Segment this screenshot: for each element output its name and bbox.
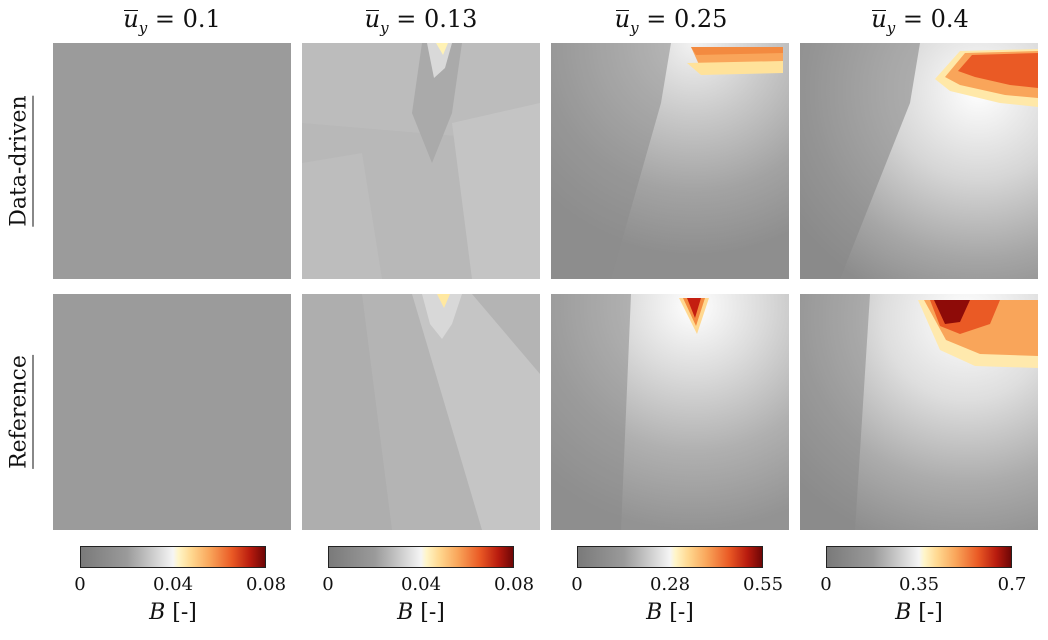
colorbar-4-tick-mid: 0.35 [898, 574, 940, 595]
colorbar-4 [826, 546, 1012, 568]
colorbar-3-tick-min: 0 [571, 574, 583, 595]
row-label-data-driven: Data-driven [6, 95, 34, 227]
panel-reference-0.13 [302, 294, 540, 530]
panel-data-driven-0.1 [53, 43, 291, 279]
column-title-3: uy = 0.25 [571, 4, 771, 45]
colorbar-4-label: B [-] [895, 600, 943, 625]
colorbar-3 [577, 546, 763, 568]
colorbar-3-label: B [-] [646, 600, 694, 625]
colorbar-2 [328, 546, 514, 568]
colorbar-2-tick-max: 0.08 [493, 574, 535, 595]
column-title-4: uy = 0.4 [820, 4, 1020, 45]
panel-data-driven-0.4 [800, 43, 1038, 279]
colorbar-4-tick-min: 0 [820, 574, 832, 595]
colorbar-1-tick-min: 0 [74, 574, 86, 595]
panel-reference-0.4 [800, 294, 1038, 530]
panel-reference-0.25 [551, 294, 789, 530]
colorbar-2-label: B [-] [397, 600, 445, 625]
panel-data-driven-0.25 [551, 43, 789, 279]
colorbar-1-tick-mid: 0.04 [152, 574, 194, 595]
colorbar-3-tick-mid: 0.28 [649, 574, 691, 595]
colorbar-2-tick-min: 0 [322, 574, 334, 595]
colorbar-4-tick-max: 0.7 [997, 574, 1027, 595]
colorbar-3-tick-max: 0.55 [742, 574, 784, 595]
column-title-1: uy = 0.1 [72, 4, 272, 45]
colorbar-2-tick-mid: 0.04 [400, 574, 442, 595]
colorbar-1-tick-max: 0.08 [245, 574, 287, 595]
colorbar-1 [80, 546, 266, 568]
column-title-2: uy = 0.13 [321, 4, 521, 45]
panel-data-driven-0.13 [302, 43, 540, 279]
colorbar-1-label: B [-] [149, 600, 197, 625]
row-label-reference: Reference [6, 355, 34, 469]
panel-reference-0.1 [53, 294, 291, 530]
